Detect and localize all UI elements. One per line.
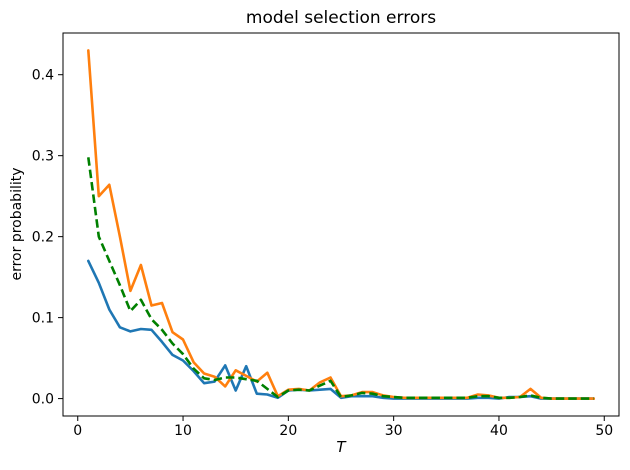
- y-tick-label: 0.3: [32, 149, 54, 165]
- x-tick-label: 30: [385, 423, 403, 439]
- x-tick-label: 50: [595, 423, 613, 439]
- x-tick-label: 0: [73, 423, 82, 439]
- y-tick-label: 0.0: [32, 392, 54, 408]
- series-blue-solid: [87, 259, 596, 400]
- x-tick-label: 40: [490, 423, 508, 439]
- x-tick-label: 20: [279, 423, 297, 439]
- y-tick-label: 0.4: [32, 68, 54, 84]
- x-axis-label: T: [336, 438, 346, 456]
- axes-frame: [62, 32, 620, 417]
- y-tick-label: 0.2: [32, 230, 54, 246]
- y-tick-label: 0.1: [32, 311, 54, 327]
- series-green-dashed: [87, 157, 594, 400]
- chart-title: model selection errors: [245, 8, 437, 28]
- x-tick-label: 10: [174, 423, 192, 439]
